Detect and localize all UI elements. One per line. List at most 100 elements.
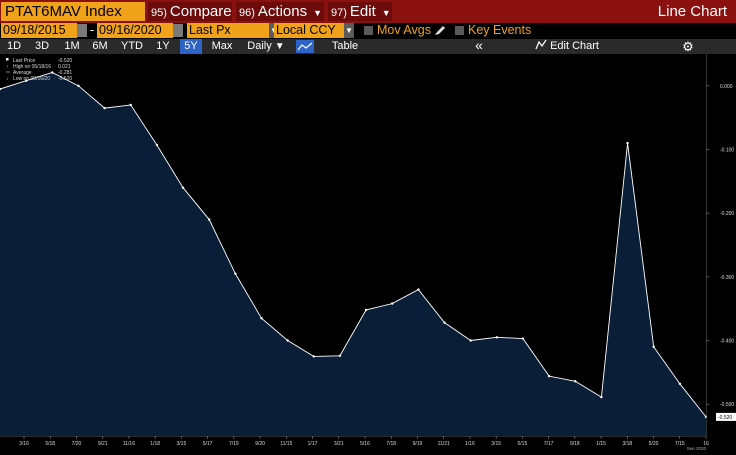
pencil-icon[interactable] bbox=[434, 25, 446, 36]
x-tick-label: 16 bbox=[703, 441, 709, 447]
x-tick-label: 1/18 bbox=[150, 441, 160, 447]
collapse-icon[interactable]: « bbox=[475, 37, 483, 53]
ticker-field[interactable]: PTAT6MAV Index bbox=[1, 2, 145, 21]
x-tick-label: 5/18 bbox=[45, 441, 55, 447]
data-point bbox=[547, 374, 551, 378]
calendar-icon[interactable] bbox=[173, 24, 183, 37]
data-point bbox=[443, 321, 446, 324]
x-tick-label: 5/20 bbox=[649, 441, 659, 447]
x-tick-label: 1/16 bbox=[465, 441, 475, 447]
date-separator: - bbox=[90, 23, 95, 37]
calendar-icon[interactable] bbox=[77, 24, 87, 37]
data-point bbox=[0, 87, 2, 91]
compare-label: Compare bbox=[169, 3, 232, 20]
x-tick-label: 5/16 bbox=[360, 441, 370, 447]
controls-row: 09/18/2015 - 09/16/2020 Last Px ▼ Local … bbox=[0, 23, 736, 39]
data-point bbox=[678, 382, 682, 385]
last-value-label: -0.520 bbox=[718, 415, 732, 421]
y-tick-label: -0.400 bbox=[720, 339, 734, 345]
x-tick-label: 5/17 bbox=[203, 441, 213, 447]
chevron-down-icon: ▼ bbox=[313, 8, 323, 18]
data-point bbox=[51, 71, 54, 74]
mov-avgs-label: Mov Avgs bbox=[377, 23, 431, 37]
y-tick-label: -0.500 bbox=[720, 402, 734, 408]
period-max[interactable]: Max bbox=[211, 40, 233, 52]
price-area bbox=[0, 72, 706, 437]
edit-button[interactable]: 97) Edit ▼ bbox=[328, 2, 392, 21]
edit-number: 97) bbox=[331, 7, 347, 19]
data-point bbox=[338, 354, 342, 357]
actions-number: 96) bbox=[239, 7, 255, 19]
edit-chart-button[interactable]: Edit Chart bbox=[532, 39, 602, 54]
table-button[interactable]: Table bbox=[331, 40, 359, 52]
x-tick-label: 11/15 bbox=[280, 441, 292, 447]
mov-avgs-checkbox[interactable] bbox=[364, 26, 373, 35]
edit-label: Edit bbox=[349, 3, 376, 20]
chart-type-title: Line Chart bbox=[657, 3, 727, 20]
x-tick-label: 1/15 bbox=[596, 441, 606, 447]
frequency-select[interactable]: Daily ▼ bbox=[242, 39, 290, 54]
price-chart: 0.000 -0.100 -0.200 -0.300 -0.400 -0.500 -0.52… bbox=[0, 54, 736, 451]
legend-high-value: 0.021 bbox=[58, 64, 71, 70]
compare-number: 95) bbox=[151, 7, 167, 19]
data-point bbox=[155, 143, 159, 147]
line-chart-icon[interactable] bbox=[296, 40, 314, 53]
data-point bbox=[704, 415, 708, 419]
legend-average-value: -0.281 bbox=[58, 70, 72, 76]
data-point bbox=[391, 302, 394, 305]
frequency-label: Daily bbox=[247, 40, 272, 52]
data-point bbox=[600, 395, 603, 399]
period-ytd[interactable]: YTD bbox=[121, 40, 143, 52]
y-tick-label: 0.000 bbox=[720, 84, 733, 90]
period-3d[interactable]: 3D bbox=[34, 40, 50, 52]
data-point bbox=[286, 339, 289, 342]
data-point bbox=[521, 337, 525, 340]
title-bar: PTAT6MAV Index 95) Compare 96) Actions ▼ 97… bbox=[0, 0, 736, 23]
chevron-down-icon[interactable]: ▼ bbox=[344, 23, 354, 38]
legend-last-value: -0.520 bbox=[58, 58, 72, 64]
end-date-field[interactable]: 09/16/2020 bbox=[97, 23, 173, 38]
period-1d[interactable]: 1D bbox=[6, 40, 22, 52]
data-point bbox=[77, 84, 80, 88]
x-tick-label: 11/21 bbox=[438, 441, 450, 447]
x-tick-label: 3/15 bbox=[177, 441, 187, 447]
data-point bbox=[260, 317, 263, 320]
x-tick-label: 9/19 bbox=[413, 441, 423, 447]
legend-high-label: High on 05/18/16 bbox=[13, 64, 51, 70]
data-point bbox=[417, 288, 420, 291]
start-date-field[interactable]: 09/18/2015 bbox=[1, 23, 77, 38]
x-tick-label: 9/20 bbox=[255, 441, 265, 447]
data-point bbox=[312, 355, 315, 358]
x-tick-label: 11/16 bbox=[123, 441, 135, 447]
period-1m[interactable]: 1M bbox=[64, 40, 80, 52]
legend-low-value: -0.520 bbox=[58, 76, 72, 82]
period-5y[interactable]: 5Y bbox=[180, 39, 202, 54]
last-value-box bbox=[716, 412, 736, 421]
actions-button[interactable]: 96) Actions ▼ bbox=[236, 2, 324, 21]
x-tick-label: 7/20 bbox=[72, 441, 82, 447]
actions-label: Actions bbox=[257, 3, 308, 20]
data-point bbox=[626, 141, 629, 145]
data-point bbox=[469, 339, 472, 342]
y-tick-label: -0.200 bbox=[720, 211, 734, 217]
period-1y[interactable]: 1Y bbox=[156, 40, 170, 52]
chevron-down-icon: ▼ bbox=[274, 41, 285, 52]
period-6m[interactable]: 6M bbox=[92, 40, 108, 52]
x-tick-label: 3/15 bbox=[491, 441, 501, 447]
edit-chart-label: Edit Chart bbox=[550, 40, 599, 52]
data-point bbox=[24, 79, 28, 82]
price-field-select[interactable]: Last Px bbox=[187, 23, 269, 38]
toolbar-row: 1D 3D 1M 6M YTD 1Y 5Y Max Daily ▼ Table … bbox=[0, 37, 736, 54]
key-events-checkbox[interactable] bbox=[455, 26, 464, 35]
legend-low-label: Low on 09/16/20 bbox=[13, 76, 50, 82]
chart-legend: Last Price -0.520 ↑ High on 05/18/16 0.0… bbox=[6, 58, 72, 82]
key-events-label: Key Events bbox=[468, 23, 532, 37]
x-tick-label: 7/19 bbox=[229, 441, 239, 447]
currency-select[interactable]: Local CCY bbox=[274, 23, 344, 38]
data-point bbox=[364, 308, 368, 312]
compare-button[interactable]: 95) Compare bbox=[148, 2, 232, 21]
x-tick-label: 5/15 bbox=[518, 441, 528, 447]
edit-chart-icon bbox=[535, 39, 547, 50]
x-tick-label: 3/21 bbox=[334, 441, 344, 447]
gear-icon[interactable]: ⚙ bbox=[682, 39, 694, 54]
